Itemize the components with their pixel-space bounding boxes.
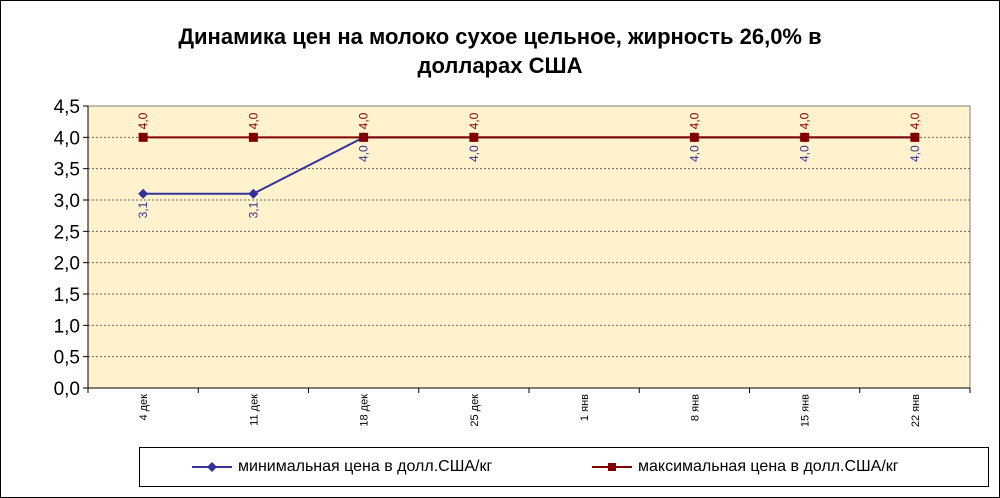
y-tick-label: 3,5 — [54, 160, 80, 181]
data-point-max — [248, 132, 258, 142]
chart-title: Динамика цен на молоко сухое цельное, жи… — [100, 22, 900, 80]
y-tick-label: 0,5 — [54, 348, 80, 369]
x-tick-label: 18 дек — [359, 394, 371, 427]
y-tick-label: 1,0 — [54, 316, 80, 337]
legend-swatch-max — [592, 463, 632, 471]
data-label-min: 4,0 — [798, 145, 812, 162]
data-point-max — [910, 132, 920, 142]
y-tick-label: 4,0 — [54, 128, 80, 149]
data-label-max: 4,0 — [908, 112, 922, 129]
data-label-max: 4,0 — [687, 112, 701, 129]
plot-area — [87, 105, 971, 389]
data-label-min: 4,0 — [687, 145, 701, 162]
data-label-max: 4,0 — [357, 112, 371, 129]
y-tick-label: 4,5 — [54, 97, 80, 118]
data-label-max: 4,0 — [798, 112, 812, 129]
x-tick-label: 11 дек — [248, 394, 260, 426]
y-tick-label: 3,0 — [54, 191, 80, 212]
data-label-min: 4,0 — [908, 145, 922, 162]
y-tick-label: 2,5 — [54, 222, 80, 243]
chart-legend: минимальная цена в долл.США/кг максималь… — [139, 447, 989, 487]
x-tick-label: 1 янв — [579, 394, 591, 421]
chart-title-line-2: долларах США — [417, 53, 583, 78]
x-tick-label: 25 дек — [469, 394, 481, 427]
data-point-min — [248, 188, 259, 199]
x-tick-label: 8 янв — [689, 394, 701, 421]
data-point-max — [138, 132, 148, 142]
y-tick-label: 1,5 — [54, 285, 80, 306]
data-label-min: 3,1 — [246, 201, 260, 218]
data-label-min: 4,0 — [467, 145, 481, 162]
data-label-min: 4,0 — [357, 145, 371, 162]
data-label-max: 4,0 — [246, 112, 260, 129]
y-tick-label: 2,0 — [54, 254, 80, 275]
legend-item-min: минимальная цена в долл.США/кг — [192, 448, 492, 486]
data-point-max — [689, 132, 699, 142]
legend-label-min: минимальная цена в долл.США/кг — [238, 458, 493, 475]
data-point-max — [800, 132, 810, 142]
data-point-min — [138, 188, 149, 199]
x-tick-label: 22 янв — [910, 394, 922, 427]
data-label-max: 4,0 — [136, 112, 150, 129]
data-point-max — [469, 132, 479, 142]
y-tick-label: 0,0 — [54, 379, 80, 400]
data-label-max: 4,0 — [467, 112, 481, 129]
data-label-min: 3,1 — [136, 201, 150, 218]
legend-item-max: максимальная цена в долл.США/кг — [592, 448, 899, 486]
data-point-max — [359, 132, 369, 142]
x-tick-label: 15 янв — [800, 394, 812, 427]
legend-swatch-min — [192, 462, 232, 472]
legend-label-max: максимальная цена в долл.США/кг — [638, 458, 899, 475]
x-tick-label: 4 дек — [138, 394, 150, 421]
chart-title-line-1: Динамика цен на молоко сухое цельное, жи… — [178, 24, 822, 49]
